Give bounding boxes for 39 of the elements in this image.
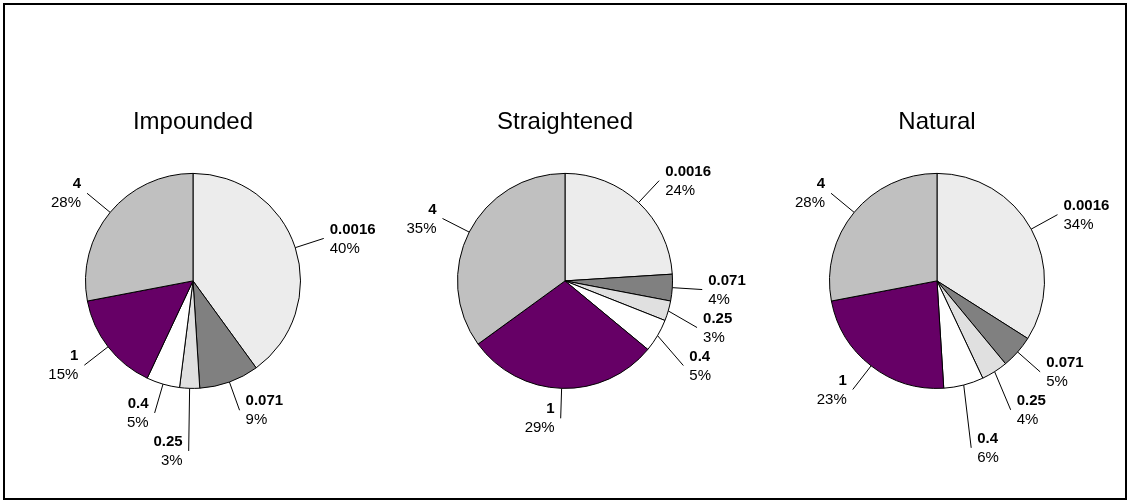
chart-title: Impounded — [132, 107, 254, 135]
chart-title: Natural — [898, 107, 976, 135]
data-label: 9% — [245, 410, 268, 428]
data-label: 3% — [160, 451, 183, 469]
data-label: 5% — [1046, 371, 1068, 389]
slice-label: 0.4 — [689, 346, 711, 364]
data-label: 40% — [329, 238, 360, 256]
slice-label: 4 — [72, 174, 82, 192]
data-label: 28% — [51, 193, 82, 211]
data-label: 5% — [126, 413, 149, 431]
slice-label: 4 — [428, 199, 438, 217]
data-label: 6% — [977, 447, 999, 465]
slice-label: 1 — [546, 399, 555, 417]
slice-label: 1 — [838, 370, 847, 388]
slice-label: 0.0016 — [329, 219, 376, 237]
data-label: 34% — [1063, 214, 1094, 232]
slice-label: 0.4 — [127, 394, 150, 412]
chart-title: Straightened — [496, 107, 634, 135]
slice-label: 0.25 — [703, 308, 733, 326]
data-label: 28% — [795, 193, 826, 211]
slice-label: 1 — [70, 346, 79, 364]
data-label: 4% — [708, 289, 730, 307]
data-label: 15% — [48, 365, 79, 383]
data-label: 3% — [703, 327, 725, 345]
slice-label: 0.25 — [153, 432, 183, 450]
slice-label: 0.071 — [1046, 352, 1084, 370]
data-label: 29% — [524, 418, 555, 436]
data-label: 4% — [1016, 409, 1039, 427]
data-label: 24% — [665, 180, 696, 198]
slice-label: 0.4 — [977, 428, 999, 446]
slice-label: 0.25 — [1016, 390, 1046, 408]
slice-label: 0.0016 — [665, 161, 712, 179]
slice-label: 4 — [816, 174, 826, 192]
data-label: 35% — [406, 218, 437, 236]
data-label: 5% — [689, 365, 712, 383]
data-label: 23% — [816, 389, 847, 407]
slice-label: 0.071 — [245, 391, 284, 409]
slice-label: 0.071 — [708, 270, 746, 288]
slice-label: 0.0016 — [1063, 195, 1110, 213]
